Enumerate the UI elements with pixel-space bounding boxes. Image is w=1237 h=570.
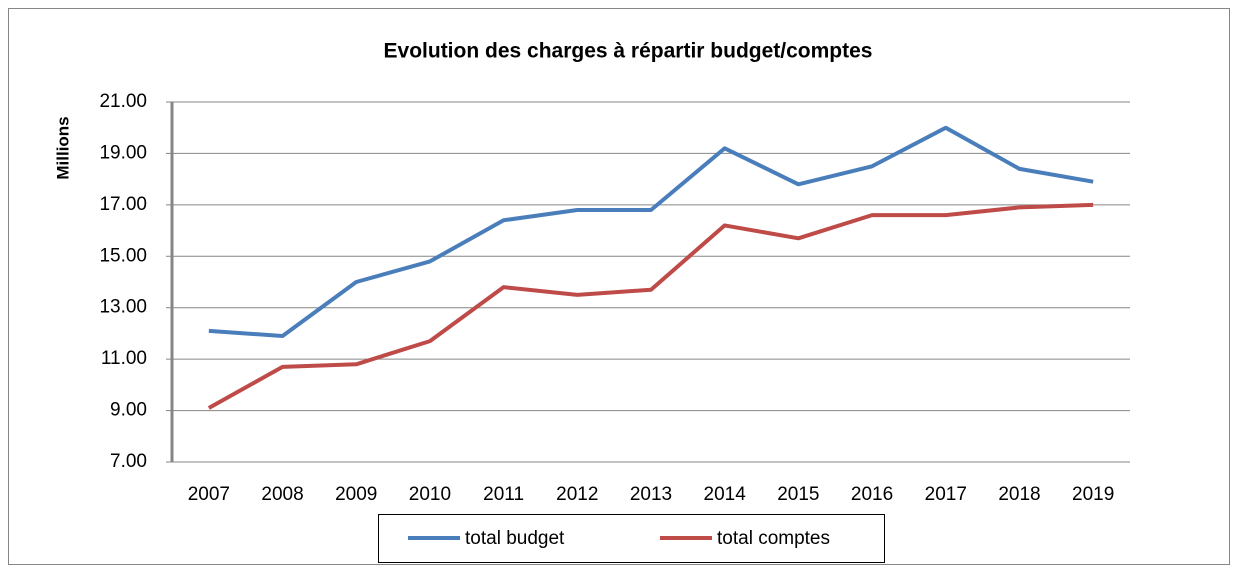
legend-label: total budget (465, 528, 565, 549)
y-tick-label: 9.00 (110, 400, 147, 421)
x-tick-label: 2014 (704, 484, 747, 505)
x-tick-label: 2015 (777, 484, 819, 505)
chart-title: Evolution des charges à répartir budget/… (384, 40, 873, 63)
x-tick-label: 2012 (556, 484, 598, 505)
x-tick-label: 2017 (925, 484, 967, 505)
x-tick-label: 2010 (409, 484, 451, 505)
x-tick-label: 2013 (630, 484, 672, 505)
chart-border (8, 8, 1230, 565)
x-tick-label: 2019 (1072, 484, 1114, 505)
y-tick-label: 13.00 (99, 297, 147, 318)
legend-label: total comptes (717, 528, 830, 549)
x-tick-label: 2018 (998, 484, 1040, 505)
x-tick-label: 2011 (483, 484, 524, 505)
x-tick-label: 2016 (851, 484, 893, 505)
y-axis-label: Millions (53, 116, 72, 179)
y-tick-label: 21.00 (99, 91, 147, 112)
x-tick-label: 2009 (335, 484, 377, 505)
y-tick-label: 17.00 (99, 194, 147, 215)
x-tick-label: 2007 (188, 484, 230, 505)
x-tick-label: 2008 (261, 484, 303, 505)
y-tick-label: 11.00 (101, 348, 147, 369)
data-line (208, 125, 1094, 338)
y-tick-label: 7.00 (110, 451, 147, 472)
data-line (207, 202, 1094, 410)
y-tick-label: 19.00 (99, 142, 147, 163)
y-tick-label: 15.00 (99, 245, 147, 266)
legend-box (378, 514, 885, 563)
